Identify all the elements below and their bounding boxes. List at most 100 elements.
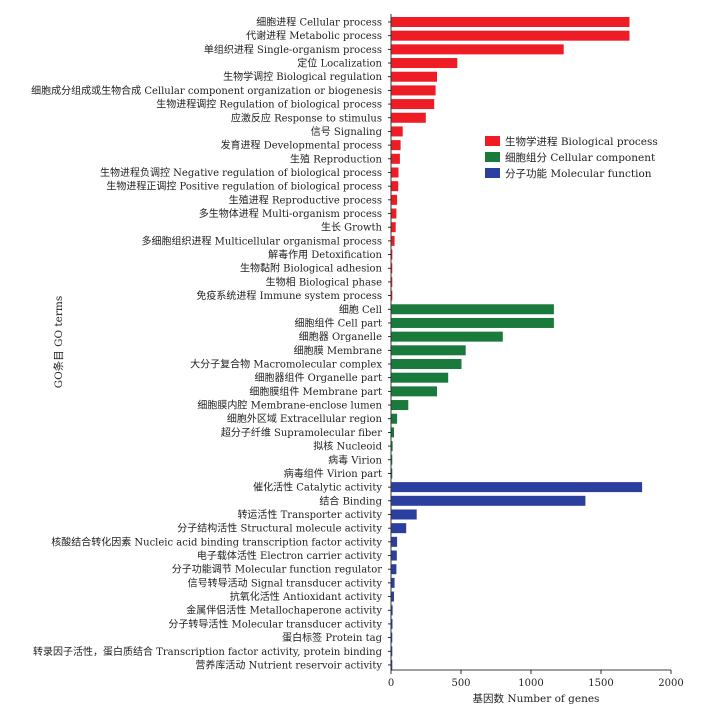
category-label: 细胞膜 Membrane [294,344,382,357]
category-label: 生长 Growth [321,221,383,234]
category-label: 多生物体进程 Multi-organism process [199,207,382,220]
category-label: 细胞 Cell [339,303,382,316]
category-label: 细胞膜组件 Membrane part [249,385,382,398]
category-label: 拟核 Nucleoid [313,440,382,453]
category-label: 病毒组件 Virion part [284,467,382,480]
bar [391,126,403,137]
category-label: 生殖 Reproduction [290,152,383,165]
category-label: 解毒作用 Detoxification [268,248,382,261]
bar [391,345,466,356]
category-label: 定位 Localization [297,57,382,70]
bar [391,577,395,588]
category-label: 细胞组件 Cell part [295,316,383,329]
category-label: 生物进程负调控 Negative regulation of biologica… [100,166,382,179]
bar [391,317,554,328]
legend-swatch [485,152,500,162]
category-label: 应激反应 Response to stimulus [231,111,382,124]
x-axis-ticks: 0 500 1000 1500 2000 [388,670,684,689]
category-label: 转录因子活性，蛋白质结合 Transcription factor activi… [33,645,383,658]
bar [391,112,426,123]
bar [391,222,396,233]
bar [391,536,398,547]
bar [391,386,437,397]
bar [391,605,393,616]
legend-swatch [485,136,500,146]
bar [391,468,393,479]
bar [391,249,393,260]
category-label: 细胞成分组成或生物合成 Cellular component organizat… [31,84,382,97]
category-label: 多细胞组织进程 Multicellular organismal process [142,234,383,247]
category-label: 细胞膜内腔 Membrane-enclose lumen [197,399,382,412]
bar [391,632,393,643]
category-label: 电子载体活性 Electron carrier activity [197,549,382,562]
x-axis-title: 基因数 Number of genes [473,692,600,705]
bar [391,454,393,465]
category-label: 信号转导活动 Signal transducer activity [188,576,383,589]
bar [391,181,399,192]
legend-label: 细胞组分 Cellular component [505,151,656,164]
category-label: 转运活性 Transporter activity [237,508,382,521]
bar [391,523,407,534]
bars-layer [391,17,643,670]
bar [391,427,395,438]
category-label: 金属伴侣活性 Metallochaperone activity [186,604,382,617]
bar [391,58,458,69]
category-label: 超分子纤维 Supramolecular fiber [221,426,382,439]
bar [391,140,401,151]
bar [391,235,395,246]
bar [391,591,395,602]
category-label: 细胞外区域 Extracellular region [227,412,383,425]
category-label: 核酸结合转化因素 Nucleic acid binding transcript… [51,535,382,548]
legend-label: 生物学进程 Biological process [505,135,658,148]
bar [391,44,564,55]
bar [391,372,449,383]
category-label: 生物进程正调控 Positive regulation of biologica… [106,180,382,193]
x-tick-label: 0 [388,678,394,689]
category-label: 单组织进程 Single-organism process [204,43,382,56]
bar [391,400,409,411]
bar [391,99,435,110]
x-tick-label: 1000 [518,678,543,689]
bar [391,564,397,575]
bar [391,550,397,561]
bar [391,290,393,301]
bar [391,441,393,452]
bar [391,30,630,41]
category-label: 分子功能调节 Molecular function regulator [172,563,382,576]
x-tick-label: 2000 [658,678,683,689]
bar [391,71,437,82]
category-label: 生物相 Biological phase [266,275,382,288]
category-label: 结合 Binding [319,494,382,507]
bar [391,413,398,424]
y-axis-title: GO条目 GO terms [52,296,65,388]
bar [391,509,417,520]
bar [391,208,397,219]
bar [391,646,393,657]
category-label: 蛋白标签 Protein tag [282,631,382,644]
category-label: 分子结构活性 Structural molecule activity [177,522,382,535]
x-tick-label: 500 [451,678,470,689]
bar [391,482,643,493]
category-label: 营养库活动 Nutrient reservoir activity [195,658,382,671]
category-label: 信号 Signaling [311,126,383,138]
category-label: 生物黏附 Biological adhesion [240,262,383,275]
legend-swatch [485,168,500,178]
category-label: 细胞器组件 Organelle part [254,371,382,384]
bar [391,495,586,506]
bar [391,359,462,369]
category-label: 病毒 Virion [328,453,382,466]
category-label: 生物学调控 Biological regulation [223,70,382,83]
bar [391,263,393,274]
category-label: 催化活性 Catalytic activity [253,481,382,494]
bar [391,167,399,178]
bar [391,153,400,164]
category-label: 细胞器 Organelle [299,330,382,343]
category-label: 代谢进程 Metabolic process [246,29,382,42]
legend-label: 分子功能 Molecular function [505,167,652,180]
category-label: 抗氧化活性 Antioxidant activity [230,590,383,603]
category-label: 生殖进程 Reproductive process [229,193,382,206]
legend: 生物学进程 Biological process 细胞组分 Cellular co… [485,135,658,180]
bar [391,17,630,27]
